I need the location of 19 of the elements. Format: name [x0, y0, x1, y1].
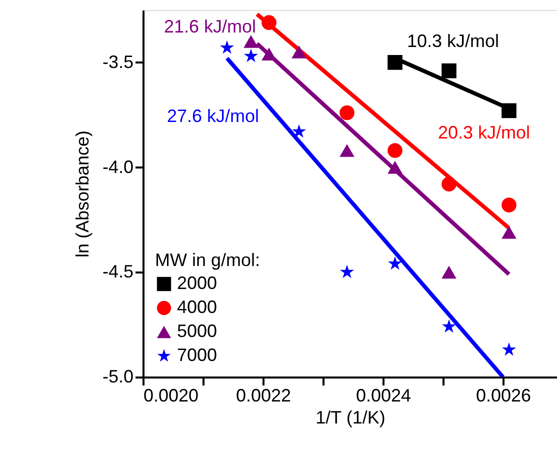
y-tick-label: -4.0 [102, 156, 134, 177]
x-axis-title: 1/T (1/K) [316, 408, 386, 428]
y-tick-label: -4.5 [102, 262, 134, 282]
y-axis-title: ln (Absorbance) [72, 130, 92, 258]
x-tick-label: 0.0024 [356, 386, 412, 406]
annotation: 10.3 kJ/mol [406, 31, 500, 52]
x-tick-label: 0.0026 [476, 386, 532, 406]
annotation: 27.6 kJ/mol [166, 106, 260, 126]
y-tick-label: -5.0 [102, 366, 134, 386]
annotation: 21.6 kJ/mol [164, 16, 256, 37]
x-tick-label: 0.0020 [144, 386, 199, 406]
legend-title: MW in g/mol: [155, 250, 260, 270]
legend-label: 5000 [177, 321, 218, 341]
annotation: 20.3 kJ/mol [438, 122, 530, 142]
legend-label: 4000 [177, 297, 218, 317]
y-tick-label: -3.5 [102, 52, 134, 72]
legend-label: 7000 [177, 345, 218, 365]
x-tick-label: 0.0022 [236, 386, 292, 406]
legend-label: 2000 [177, 273, 218, 293]
